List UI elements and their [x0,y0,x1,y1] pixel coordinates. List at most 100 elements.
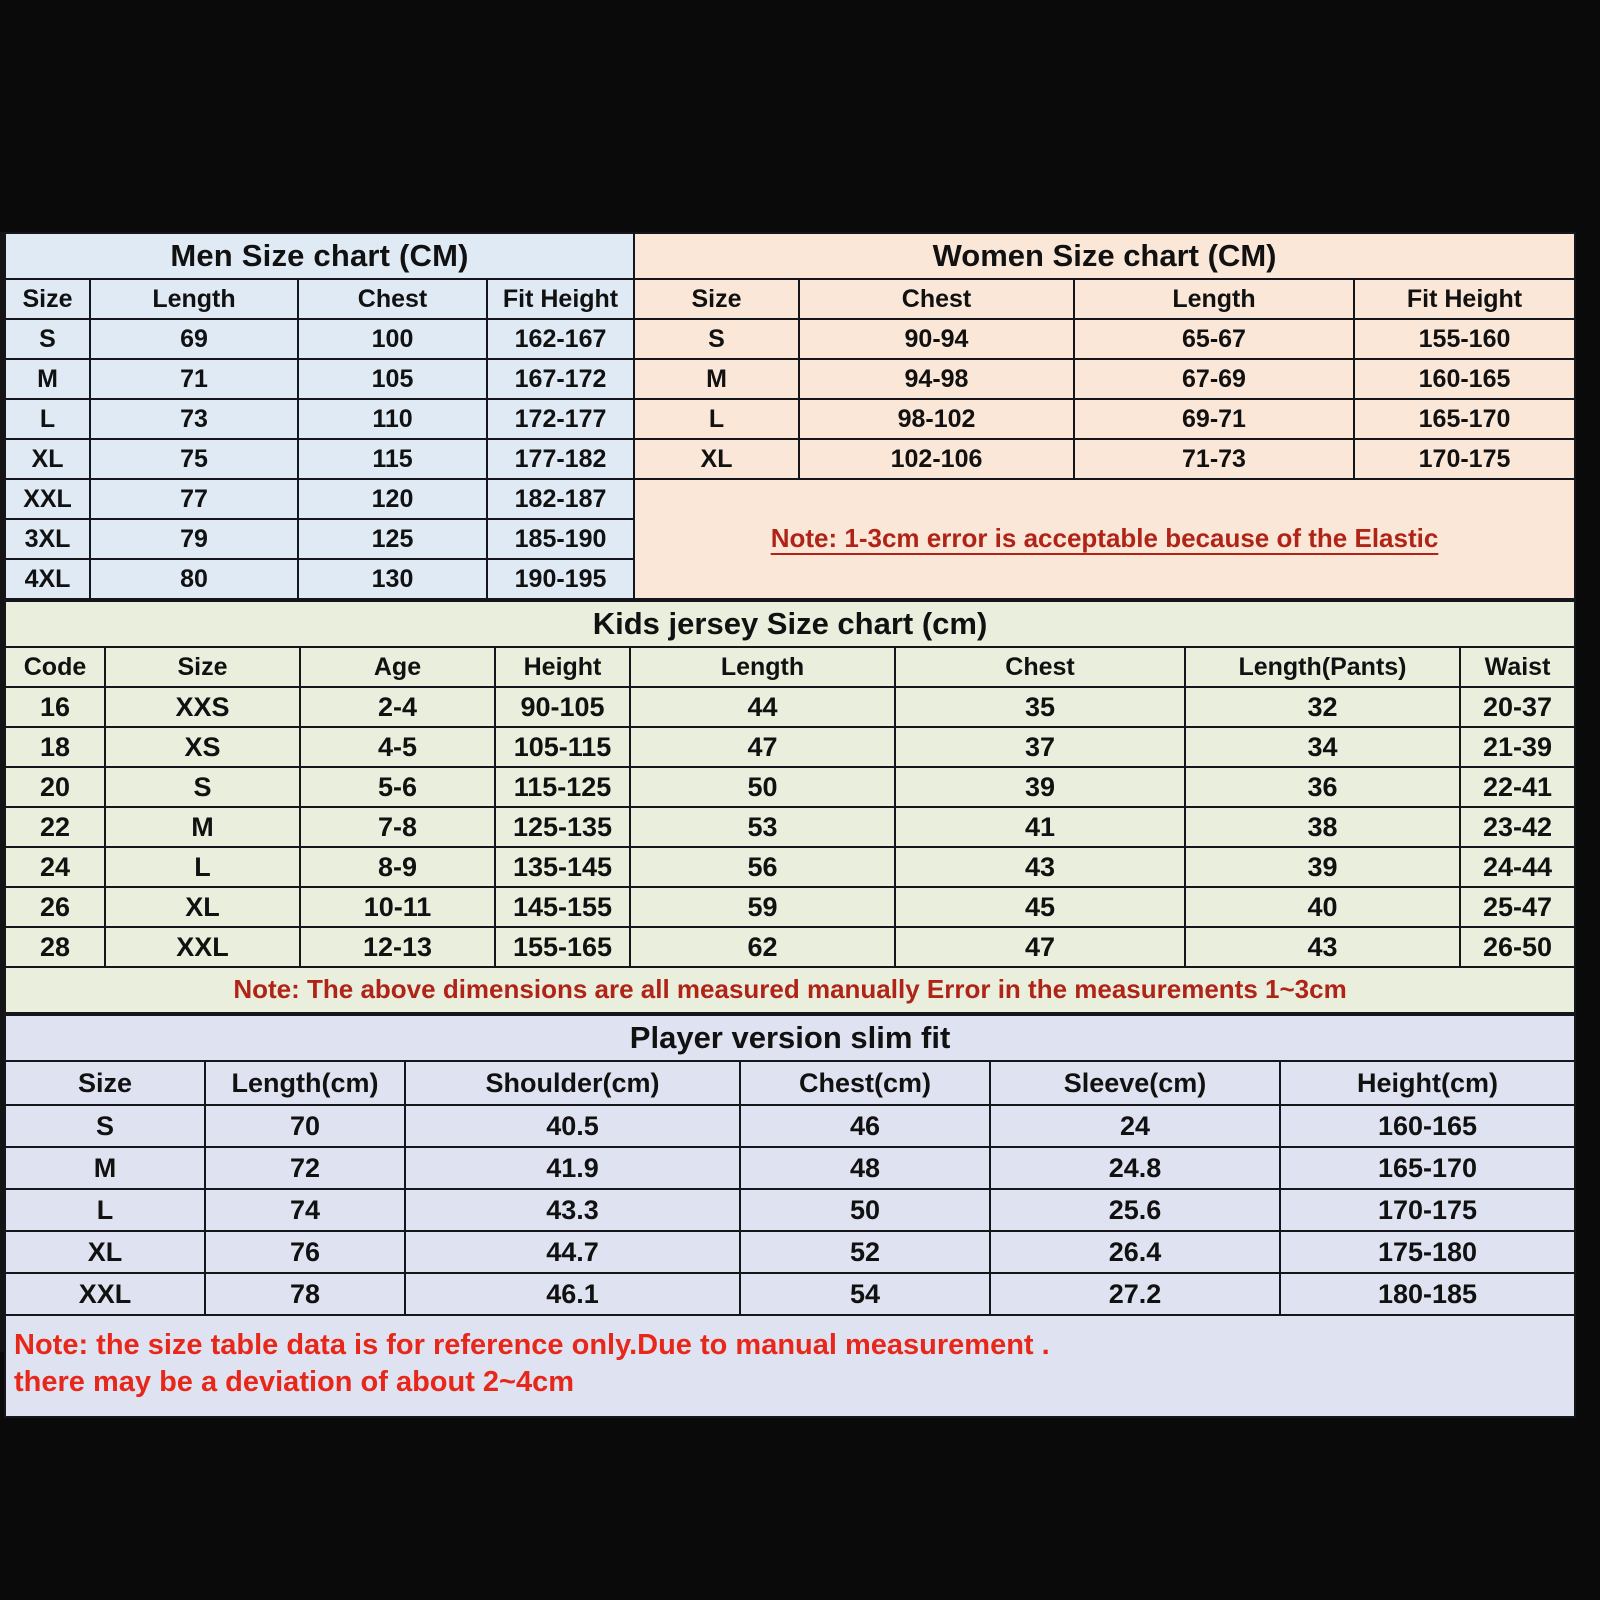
men-title: Men Size chart (CM) [3,232,636,280]
top-band: Men Size chart (CM) Size Length Chest Fit He… [3,232,1577,600]
player-cell-1-5: 165-170 [1278,1146,1577,1190]
women-cell-3-3: 170-175 [1352,438,1577,480]
table-row: 20 S 5-6 115-125 50 39 36 22-41 [4,766,1577,808]
kids-cell-2-1: S [104,766,301,808]
kids-cell-1-1: XS [104,726,301,768]
men-cell-3-0: XL [4,438,91,480]
men-cell-2-2: 110 [297,398,488,440]
men-header-0: Size [4,278,91,320]
women-size-chart-table: Women Size chart (CM) Size Chest Length Fit … [632,232,1577,600]
kids-cell-5-4: 59 [629,886,896,928]
kids-title: Kids jersey Size chart (cm) [3,600,1577,648]
women-cell-3-1: 102-106 [798,438,1075,480]
player-cell-1-0: M [4,1146,206,1190]
men-cell-1-0: M [4,358,91,400]
kids-cell-3-6: 38 [1184,806,1461,848]
table-row: XXL 78 46.1 54 27.2 180-185 [4,1272,1577,1316]
kids-cell-2-3: 115-125 [494,766,631,808]
kids-cell-6-2: 12-13 [299,926,496,968]
kids-header-row: Code Size Age Height Length Chest Length(Pants… [4,646,1577,688]
men-cell-1-2: 105 [297,358,488,400]
kids-cell-5-3: 145-155 [494,886,631,928]
kids-cell-1-0: 18 [4,726,106,768]
kids-cell-6-6: 43 [1184,926,1461,968]
kids-header-0: Code [4,646,106,688]
men-cell-0-3: 162-167 [485,318,636,360]
table-row: M 72 41.9 48 24.8 165-170 [4,1146,1577,1190]
table-row: 26 XL 10-11 145-155 59 45 40 25-47 [4,886,1577,928]
kids-cell-2-5: 39 [894,766,1186,808]
men-cell-5-0: 3XL [4,518,91,560]
women-cell-2-2: 69-71 [1073,398,1355,440]
player-cell-0-4: 24 [989,1104,1281,1148]
men-cell-4-3: 182-187 [485,478,636,520]
women-note: Note: 1-3cm error is acceptable because … [632,478,1577,600]
kids-cell-4-7: 24-44 [1458,846,1577,888]
player-cell-1-1: 72 [204,1146,406,1190]
men-header-1: Length [89,278,299,320]
women-header-3: Fit Height [1352,278,1577,320]
women-cell-2-0: L [633,398,800,440]
kids-cell-2-0: 20 [4,766,106,808]
kids-cell-3-5: 41 [894,806,1186,848]
women-cell-1-0: M [633,358,800,400]
table-row: 28 XXL 12-13 155-165 62 47 43 26-50 [4,926,1577,968]
kids-cell-2-7: 22-41 [1458,766,1577,808]
table-row: 18 XS 4-5 105-115 47 37 34 21-39 [4,726,1577,768]
kids-cell-1-2: 4-5 [299,726,496,768]
player-cell-3-3: 52 [739,1230,991,1274]
kids-cell-5-0: 26 [4,886,106,928]
men-cell-6-3: 190-195 [485,558,636,600]
table-row: L 74 43.3 50 25.6 170-175 [4,1188,1577,1232]
men-cell-1-3: 167-172 [485,358,636,400]
men-cell-5-2: 125 [297,518,488,560]
women-cell-3-2: 71-73 [1073,438,1355,480]
men-cell-4-2: 120 [297,478,488,520]
kids-cell-6-7: 26-50 [1458,926,1577,968]
kids-header-3: Height [494,646,631,688]
kids-cell-5-7: 25-47 [1458,886,1577,928]
kids-size-chart-table: Kids jersey Size chart (cm) Code Size Age He… [3,600,1577,1014]
kids-cell-6-0: 28 [4,926,106,968]
kids-header-5: Chest [894,646,1186,688]
player-cell-0-3: 46 [739,1104,991,1148]
kids-cell-3-2: 7-8 [299,806,496,848]
player-header-3: Chest(cm) [739,1060,991,1106]
men-cell-4-0: XXL [4,478,91,520]
kids-cell-0-5: 35 [894,686,1186,728]
table-row: S 69 100 162-167 [4,318,636,360]
kids-cell-2-6: 36 [1184,766,1461,808]
kids-cell-0-7: 20-37 [1458,686,1577,728]
kids-cell-1-5: 37 [894,726,1186,768]
player-header-4: Sleeve(cm) [989,1060,1281,1106]
women-cell-1-3: 160-165 [1352,358,1577,400]
table-row: XL 76 44.7 52 26.4 175-180 [4,1230,1577,1274]
women-cell-2-3: 165-170 [1352,398,1577,440]
men-cell-5-3: 185-190 [485,518,636,560]
table-row: 3XL 79 125 185-190 [4,518,636,560]
player-version-table: Player version slim fit Size Length(cm) Sho… [3,1014,1577,1418]
player-header-0: Size [4,1060,206,1106]
women-size-chart-block: Women Size chart (CM) Size Chest Length Fit … [632,232,1577,600]
women-title-row: Women Size chart (CM) [632,232,1577,280]
men-header-row: Size Length Chest Fit Height [4,278,636,320]
player-header-1: Length(cm) [204,1060,406,1106]
kids-header-6: Length(Pants) [1184,646,1461,688]
player-cell-4-5: 180-185 [1278,1272,1577,1316]
men-cell-6-2: 130 [297,558,488,600]
kids-cell-2-2: 5-6 [299,766,496,808]
table-row: XL 75 115 177-182 [4,438,636,480]
men-cell-5-1: 79 [89,518,299,560]
kids-title-row: Kids jersey Size chart (cm) [3,600,1577,648]
kids-cell-4-4: 56 [629,846,896,888]
player-header-5: Height(cm) [1278,1060,1577,1106]
player-title: Player version slim fit [3,1014,1577,1062]
player-cell-0-2: 40.5 [404,1104,741,1148]
women-header-2: Length [1073,278,1355,320]
men-size-chart-table: Men Size chart (CM) Size Length Chest Fit He… [3,232,636,600]
table-row: S 90-94 65-67 155-160 [633,318,1577,360]
kids-cell-3-4: 53 [629,806,896,848]
player-cell-3-2: 44.7 [404,1230,741,1274]
kids-cell-4-0: 24 [4,846,106,888]
men-size-chart-block: Men Size chart (CM) Size Length Chest Fit He… [3,232,636,600]
